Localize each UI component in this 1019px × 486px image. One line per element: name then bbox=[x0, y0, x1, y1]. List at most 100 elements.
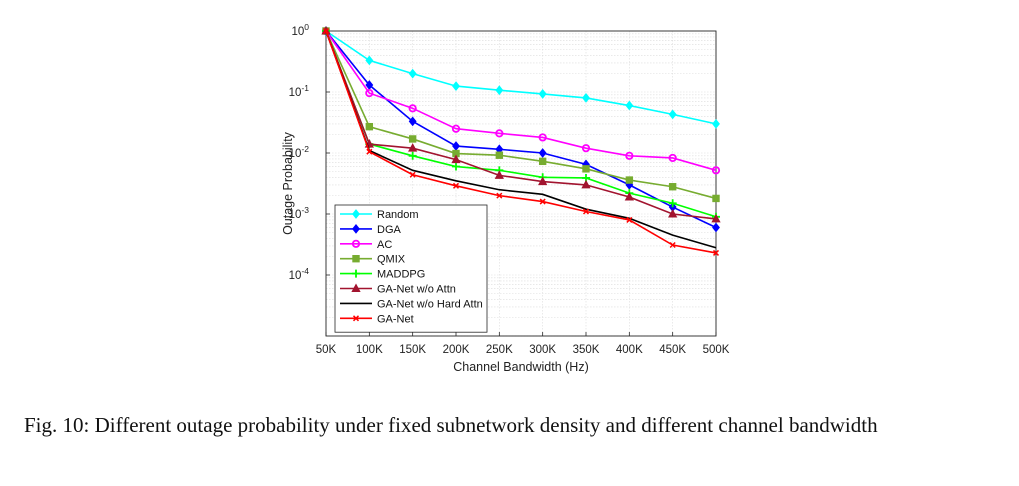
series-line bbox=[325, 30, 717, 218]
legend-label: AC bbox=[377, 239, 392, 251]
data-point bbox=[365, 55, 374, 66]
data-point bbox=[452, 162, 460, 171]
data-point bbox=[712, 194, 720, 203]
y-tick-label: 10-4 bbox=[289, 266, 310, 282]
data-point bbox=[451, 124, 461, 133]
legend-label: Random bbox=[377, 209, 419, 221]
data-point bbox=[408, 116, 417, 127]
data-point bbox=[495, 129, 504, 138]
data-point bbox=[625, 176, 634, 184]
data-point bbox=[495, 85, 504, 96]
legend-item: GA-Net w/o Hard Attn bbox=[340, 298, 483, 310]
data-point bbox=[451, 154, 461, 164]
data-point bbox=[409, 171, 416, 178]
y-tick-label: 10-1 bbox=[289, 83, 310, 99]
data-point bbox=[452, 81, 460, 91]
legend-label: DGA bbox=[377, 224, 402, 236]
series-line bbox=[325, 30, 717, 125]
legend-marker bbox=[352, 255, 360, 263]
data-point bbox=[539, 198, 546, 205]
data-point bbox=[408, 104, 417, 113]
legend: Random DGA AC QMIX MADDPG GA-Net w/o Attn GA-N… bbox=[334, 204, 488, 333]
x-tick-label: 50K bbox=[316, 344, 337, 356]
data-point bbox=[538, 133, 547, 142]
data-point bbox=[668, 109, 677, 120]
legend-label: GA-Net w/o Attn bbox=[377, 284, 456, 296]
y-tick-label: 100 bbox=[291, 22, 309, 38]
x-tick-label: 450K bbox=[659, 344, 686, 356]
legend-label: GA-Net bbox=[377, 313, 414, 325]
data-point bbox=[365, 88, 374, 98]
legend-marker bbox=[351, 283, 361, 292]
data-point bbox=[625, 151, 634, 160]
y-tick-label: 10-2 bbox=[289, 144, 310, 160]
plot-frame bbox=[325, 30, 717, 337]
data-point bbox=[408, 68, 417, 79]
series-ga-net bbox=[322, 27, 720, 256]
grid bbox=[325, 30, 717, 337]
data-point bbox=[494, 170, 504, 179]
data-point bbox=[711, 166, 721, 175]
legend-marker bbox=[351, 239, 361, 248]
legend-marker bbox=[352, 209, 360, 219]
series-ga-net-w-o-hard-attn bbox=[325, 30, 717, 249]
x-tick-label: 150K bbox=[399, 344, 426, 356]
data-point bbox=[711, 213, 721, 223]
data-point bbox=[581, 144, 591, 153]
legend-item: Random bbox=[340, 209, 419, 221]
x-axis-label: Channel Bandwidth (Hz) bbox=[453, 360, 589, 374]
x-tick-label: 400K bbox=[616, 344, 643, 356]
data-point bbox=[712, 249, 720, 256]
data-point bbox=[582, 208, 590, 215]
legend-item: DGA bbox=[340, 224, 402, 236]
data-point bbox=[668, 183, 677, 191]
data-point bbox=[365, 122, 374, 131]
data-point bbox=[408, 143, 418, 152]
data-point bbox=[582, 165, 590, 173]
data-point bbox=[538, 89, 547, 99]
x-tick-label: 300K bbox=[529, 344, 556, 356]
data-point bbox=[496, 192, 503, 199]
data-point bbox=[668, 199, 677, 208]
y-axis-label: Outage Probability bbox=[281, 131, 295, 235]
data-point bbox=[625, 100, 634, 111]
y-tick-label: 10-3 bbox=[289, 205, 310, 221]
legend-label: MADDPG bbox=[377, 269, 425, 281]
series-line bbox=[325, 30, 717, 254]
legend-label: GA-Net w/o Hard Attn bbox=[377, 298, 483, 310]
outage-probability-chart: 50K 100K 150K 200K 250K 300K 350K 400K 450K 500K 1… bbox=[281, 22, 730, 374]
data-point bbox=[668, 153, 677, 163]
legend-marker bbox=[352, 269, 360, 278]
series-line bbox=[325, 30, 717, 249]
series-line bbox=[325, 30, 717, 229]
legend-marker bbox=[352, 224, 360, 234]
x-tick-label: 500K bbox=[703, 344, 730, 356]
x-tick-label: 250K bbox=[486, 344, 513, 356]
legend-marker bbox=[352, 315, 360, 322]
data-point bbox=[408, 151, 417, 160]
legend-item: MADDPG bbox=[340, 269, 425, 281]
data-point bbox=[322, 27, 330, 35]
data-point bbox=[626, 216, 633, 223]
data-point bbox=[669, 241, 676, 249]
data-point bbox=[366, 148, 373, 155]
legend-item: GA-Net w/o Attn bbox=[340, 283, 456, 296]
series-line bbox=[325, 30, 717, 200]
data-point bbox=[712, 222, 720, 233]
data-point bbox=[668, 208, 678, 218]
data-point bbox=[582, 93, 590, 103]
data-point bbox=[538, 176, 548, 186]
data-point bbox=[624, 191, 634, 201]
chart-area: 50K 100K 150K 200K 250K 300K 350K 400K 450K 500K 1… bbox=[281, 22, 730, 374]
series-ga-net-w-o-attn bbox=[321, 25, 721, 223]
data-point bbox=[495, 151, 504, 159]
data-point bbox=[408, 135, 417, 143]
figure-caption: Fig. 10: Different outage probability un… bbox=[24, 413, 878, 437]
legend-label: QMIX bbox=[377, 254, 406, 266]
legend-item: GA-Net bbox=[340, 313, 414, 325]
legend-item: QMIX bbox=[340, 254, 406, 266]
data-point bbox=[538, 148, 547, 158]
x-tick-label: 350K bbox=[573, 344, 600, 356]
x-tick-label: 200K bbox=[443, 344, 470, 356]
data-point bbox=[712, 118, 720, 129]
